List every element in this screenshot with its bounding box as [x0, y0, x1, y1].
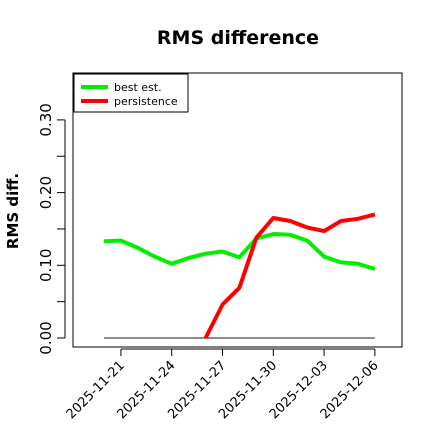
y-tick-label: 0.10 [37, 249, 55, 282]
series-layer [104, 214, 375, 338]
y-axis-label: RMS diff. [4, 173, 22, 249]
legend: best est. persistence [74, 74, 188, 112]
legend-label-persistence: persistence [114, 95, 178, 108]
y-tick-label: 0.20 [37, 176, 55, 209]
y-tick-label: 0.00 [37, 321, 55, 354]
series-line-best-est- [104, 234, 375, 269]
y-axis: 0.00 0.10 0.20 0.30 [37, 103, 65, 355]
chart-title: RMS difference [157, 27, 319, 49]
y-tick-label: 0.30 [37, 103, 55, 136]
plot-frame [73, 73, 402, 347]
x-axis: 2025-11-212025-11-242025-11-272025-11-30… [64, 349, 382, 422]
legend-label-best-est: best est. [114, 81, 162, 94]
